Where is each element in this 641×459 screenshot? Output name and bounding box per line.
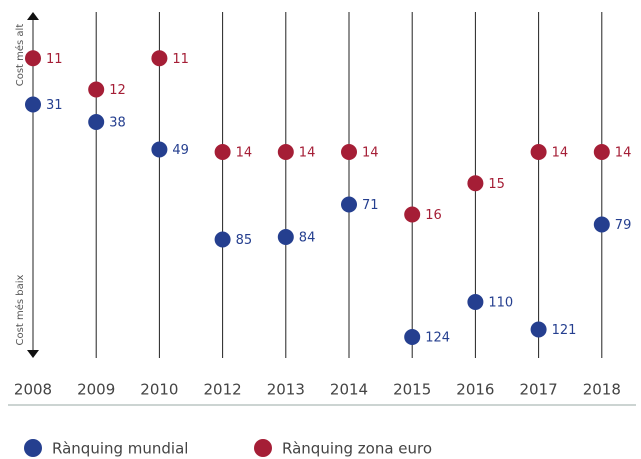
value-label: 15	[488, 177, 505, 192]
dot	[530, 144, 547, 160]
value-label: 49	[172, 143, 189, 158]
value-label: 79	[615, 218, 632, 233]
x-tick-label: 2010	[140, 381, 178, 399]
dot	[593, 216, 610, 233]
x-tick-label: 2016	[456, 381, 494, 399]
x-tick-label: 2012	[204, 381, 242, 399]
axis-top-label: Cost més alt	[14, 24, 26, 87]
value-label: 71	[362, 198, 379, 213]
value-label: 84	[299, 231, 316, 246]
dot	[214, 231, 231, 248]
dot	[151, 141, 168, 158]
value-label: 16	[425, 208, 442, 223]
x-tick-label: 2009	[77, 381, 115, 399]
arrow-down	[27, 350, 39, 358]
value-label: 121	[552, 323, 577, 338]
dot	[341, 196, 357, 213]
x-tick-label: 2008	[14, 381, 52, 399]
value-label: 14	[615, 146, 632, 161]
legend-label: Rànquing zona euro	[282, 440, 432, 458]
dot	[214, 144, 231, 160]
dot	[341, 144, 357, 160]
legend-swatch	[254, 439, 272, 457]
legend-swatch	[24, 439, 42, 457]
dot	[467, 175, 484, 192]
x-tick-label: 2014	[330, 381, 368, 399]
value-label: 38	[109, 116, 126, 131]
dot	[467, 294, 484, 310]
value-label: 85	[236, 233, 253, 248]
x-tick-label: 2017	[520, 381, 558, 399]
dot	[277, 229, 294, 245]
dot	[25, 96, 41, 113]
dot	[404, 329, 421, 345]
dot	[151, 50, 168, 67]
dot	[593, 144, 610, 160]
arrow-up	[27, 12, 39, 20]
value-label: 124	[425, 331, 450, 346]
value-label: 14	[236, 146, 253, 161]
value-label: 14	[362, 146, 379, 161]
axis-bottom-label: Cost més baix	[14, 274, 26, 345]
value-label: 12	[109, 83, 126, 98]
value-label: 11	[46, 52, 63, 67]
value-label: 110	[488, 296, 513, 311]
value-label: 14	[552, 146, 569, 161]
dot	[404, 206, 421, 223]
dot	[530, 321, 547, 338]
dot	[88, 114, 105, 130]
x-tick-label: 2018	[583, 381, 621, 399]
value-label: 31	[46, 98, 63, 113]
legend-label: Rànquing mundial	[52, 440, 188, 458]
x-tick-label: 2015	[393, 381, 431, 399]
value-label: 14	[299, 146, 316, 161]
dot	[277, 144, 294, 160]
x-tick-label: 2013	[267, 381, 305, 399]
dot	[88, 81, 105, 98]
dot	[25, 50, 41, 67]
value-label: 11	[172, 52, 189, 67]
